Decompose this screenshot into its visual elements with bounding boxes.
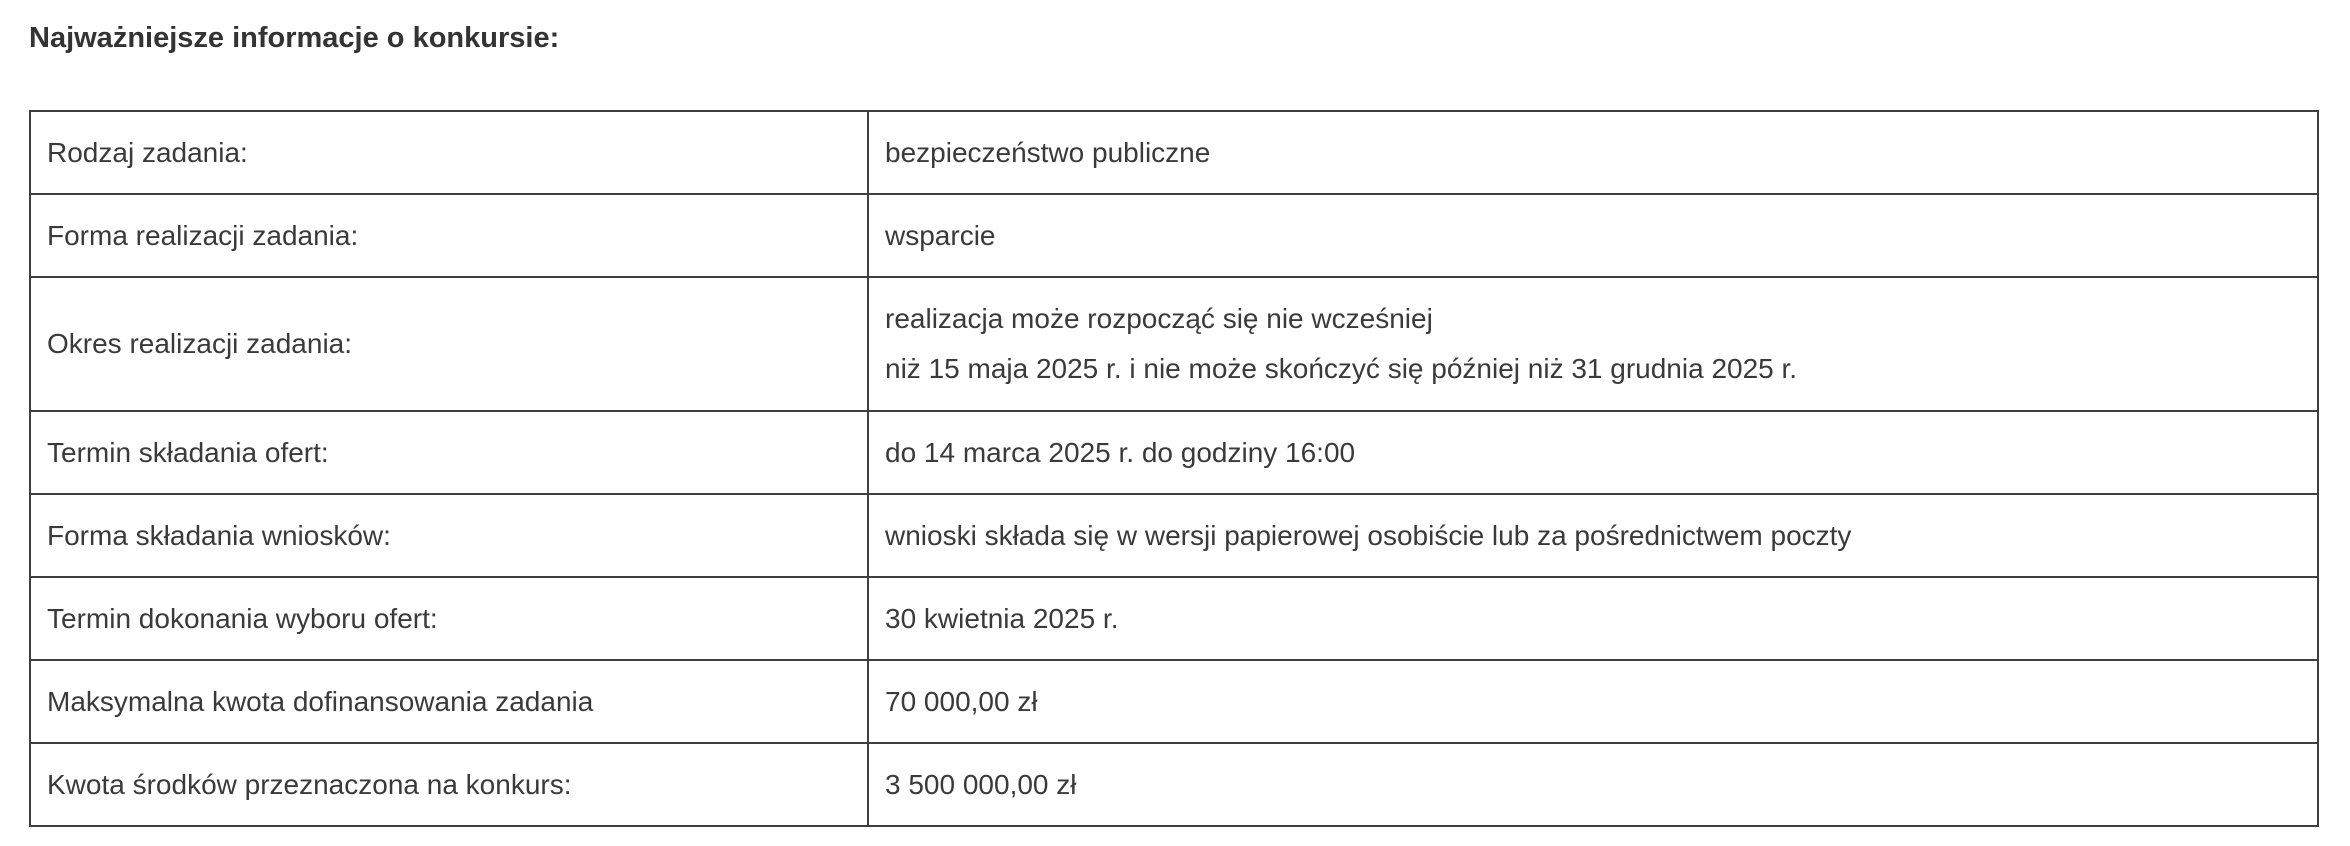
row-label: Termin dokonania wyboru ofert: [29, 576, 869, 661]
row-value: 3 500 000,00 zł [867, 742, 2319, 827]
row-value: bezpieczeństwo publiczne [867, 110, 2319, 195]
table-row: Rodzaj zadania: bezpieczeństwo publiczne [29, 110, 2319, 195]
info-table: Rodzaj zadania: bezpieczeństwo publiczne F… [29, 110, 2319, 827]
row-value-line: bezpieczeństwo publiczne [885, 136, 1211, 168]
row-value: realizacja może rozpocząć się nie wcześn… [867, 276, 2319, 412]
table-row: Forma realizacji zadania: wsparcie [29, 193, 2319, 278]
row-label: Forma realizacji zadania: [29, 193, 869, 278]
row-value: wnioski składa się w wersji papierowej o… [867, 493, 2319, 578]
row-label: Kwota środków przeznaczona na konkurs: [29, 742, 869, 827]
row-value: wsparcie [867, 193, 2319, 278]
row-value-line: 70 000,00 zł [885, 685, 1038, 717]
row-label: Rodzaj zadania: [29, 110, 869, 195]
row-label: Okres realizacji zadania: [29, 276, 869, 412]
row-value-line: wnioski składa się w wersji papierowej o… [885, 519, 1852, 551]
row-value: 30 kwietnia 2025 r. [867, 576, 2319, 661]
row-value: 70 000,00 zł [867, 659, 2319, 744]
row-label: Forma składania wniosków: [29, 493, 869, 578]
row-value-line: realizacja może rozpocząć się nie wcześn… [885, 303, 1433, 334]
table-row: Okres realizacji zadania: realizacja może… [29, 276, 2319, 412]
row-value-line: 3 500 000,00 zł [885, 768, 1077, 800]
table-row: Termin dokonania wyboru ofert: 30 kwietni… [29, 576, 2319, 661]
row-value: do 14 marca 2025 r. do godziny 16:00 [867, 410, 2319, 495]
row-value-line: 30 kwietnia 2025 r. [885, 602, 1119, 634]
row-value-line: wsparcie [885, 219, 996, 251]
table-row: Kwota środków przeznaczona na konkurs: 3 … [29, 742, 2319, 827]
row-value-line: niż 15 maja 2025 r. i nie może skończyć … [885, 353, 1798, 384]
table-row: Maksymalna kwota dofinansowania zadania 7… [29, 659, 2319, 744]
table-row: Forma składania wniosków: wnioski składa … [29, 493, 2319, 578]
row-value-line: do 14 marca 2025 r. do godziny 16:00 [885, 436, 1356, 468]
row-label: Termin składania ofert: [29, 410, 869, 495]
table-row: Termin składania ofert: do 14 marca 2025 … [29, 410, 2319, 495]
row-label: Maksymalna kwota dofinansowania zadania [29, 659, 869, 744]
section-title: Najważniejsze informacje o konkursie: [29, 22, 560, 54]
